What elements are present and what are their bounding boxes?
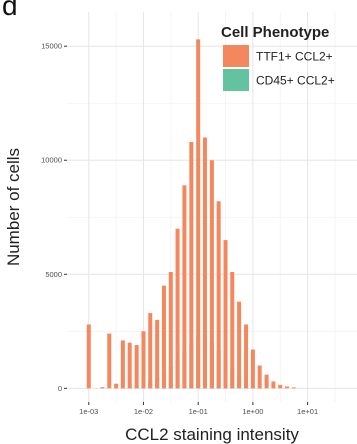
bar-ttf1 — [127, 342, 132, 389]
x-tick-label: 1e-03 — [79, 407, 98, 416]
bar-ttf1 — [223, 240, 228, 389]
legend-label-cd45: CD45+ CCL2+ — [256, 74, 335, 88]
bar-ttf1 — [244, 324, 249, 389]
legend-title: Cell Phenotype — [221, 24, 329, 41]
bar-ttf1 — [291, 387, 296, 389]
bar-ttf1 — [175, 228, 180, 389]
y-tick-label: 5000 — [45, 270, 62, 279]
y-tick-label: 15000 — [41, 42, 62, 51]
bar-ttf1 — [250, 349, 255, 389]
legend-label-ttf1: TTF1+ CCL2+ — [256, 50, 333, 64]
legend: Cell Phenotype TTF1+ CCL2+ CD45+ CCL2+ — [221, 24, 335, 91]
bar-ttf1 — [230, 272, 235, 389]
bar-ttf1 — [134, 344, 139, 389]
bar-ttf1 — [196, 39, 201, 389]
x-tick-label: 1e-02 — [134, 407, 153, 416]
legend-swatch-cd45 — [223, 69, 249, 91]
axes: 1e-03 1e-02 1e-01 1e+00 1e+01 0 5000 10000 15000… — [4, 42, 318, 444]
bar-ttf1 — [107, 333, 112, 389]
plot-area — [67, 12, 357, 402]
bar-ttf1 — [189, 142, 194, 389]
panel-letter: d — [2, 0, 18, 21]
bar-ttf1 — [168, 272, 173, 389]
bar-ttf1 — [120, 340, 125, 389]
y-tick-label: 0 — [58, 384, 62, 393]
bar-ttf1 — [148, 313, 153, 389]
bar-ttf1 — [257, 365, 262, 389]
bar-ttf1 — [86, 324, 91, 389]
bar-ttf1 — [209, 160, 214, 389]
bar-ttf1 — [216, 201, 221, 389]
bar-ttf1 — [114, 383, 119, 389]
bar-ttf1 — [284, 386, 289, 389]
y-axis-title: Number of cells — [4, 148, 23, 266]
bar-ttf1 — [141, 331, 146, 389]
bar-ttf1 — [271, 381, 276, 389]
bar-ttf1 — [100, 387, 105, 389]
x-tick-label: 1e+01 — [297, 407, 318, 416]
legend-swatch-ttf1 — [223, 45, 249, 67]
bar-ttf1 — [202, 137, 207, 389]
bar-ttf1 — [161, 285, 166, 389]
bar-ttf1 — [278, 384, 283, 389]
x-axis-title: CCL2 staining intensity — [125, 425, 299, 444]
y-tick-label: 10000 — [41, 156, 62, 165]
x-tick-label: 1e-01 — [189, 407, 208, 416]
bar-ttf1 — [237, 301, 242, 389]
bar-ttf1 — [264, 374, 269, 389]
bar-ttf1 — [182, 185, 187, 389]
x-tick-label: 1e+00 — [242, 407, 263, 416]
bar-ttf1 — [155, 319, 160, 389]
